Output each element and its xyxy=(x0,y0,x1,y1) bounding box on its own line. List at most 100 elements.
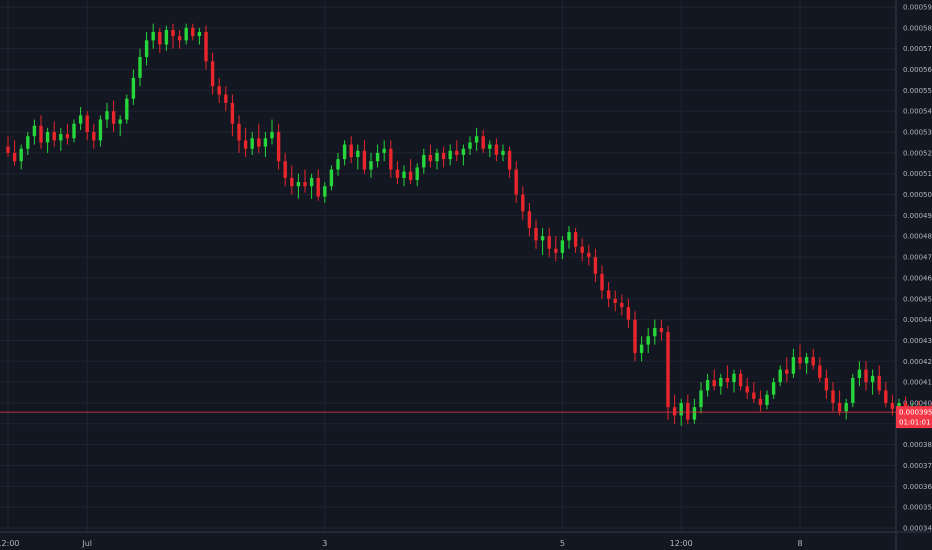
candle xyxy=(600,265,604,299)
candle-body xyxy=(870,375,875,383)
candle xyxy=(144,32,149,66)
candle xyxy=(26,132,30,155)
candle xyxy=(811,348,815,370)
y-tick-label: 0.0004900 xyxy=(903,212,932,220)
y-tick-label: 0.0005400 xyxy=(903,108,932,116)
candle-body xyxy=(415,167,419,180)
candle-body xyxy=(626,307,631,320)
candle-body xyxy=(85,115,89,133)
candle-body xyxy=(455,150,459,155)
candle-body xyxy=(620,302,624,308)
candle-body xyxy=(243,140,248,149)
candle xyxy=(534,219,538,249)
candle xyxy=(118,115,122,137)
y-tick-label: 0.0005300 xyxy=(903,129,932,137)
candle xyxy=(342,140,347,166)
candle xyxy=(870,369,875,395)
candle-body xyxy=(263,138,268,147)
candle-body xyxy=(105,111,109,120)
candle-body xyxy=(679,402,683,416)
candle-body xyxy=(666,332,670,408)
candle-body xyxy=(521,194,525,212)
candle xyxy=(521,186,525,220)
candle xyxy=(785,357,789,383)
candle xyxy=(422,148,426,174)
candles xyxy=(6,23,932,426)
candle-body xyxy=(738,373,743,387)
candle xyxy=(884,382,888,408)
candle-body xyxy=(138,57,142,78)
y-tick-label: 0.0005600 xyxy=(903,66,932,74)
y-tick-label: 0.0003700 xyxy=(903,462,932,470)
candle-body xyxy=(217,86,221,95)
candle-body xyxy=(158,32,162,45)
candle xyxy=(415,163,419,187)
candle-body xyxy=(448,150,452,160)
candle-body xyxy=(428,154,433,162)
candle-body xyxy=(164,29,169,45)
candle-body xyxy=(758,398,763,406)
candle xyxy=(877,365,881,395)
candle xyxy=(844,398,848,420)
candle xyxy=(323,182,327,203)
candle xyxy=(217,77,221,103)
candle xyxy=(309,173,314,199)
y-tick-label: 0.0004600 xyxy=(903,274,932,282)
candle-body xyxy=(19,148,23,162)
candle-body xyxy=(204,32,208,62)
candle xyxy=(593,248,598,283)
y-tick-label: 0.0005100 xyxy=(903,170,932,178)
candle xyxy=(659,319,664,341)
candle xyxy=(52,121,56,147)
candle-body xyxy=(567,232,571,241)
candle-body xyxy=(316,177,320,197)
candle-body xyxy=(6,146,10,153)
candle xyxy=(587,244,591,266)
candle xyxy=(395,161,400,185)
candle xyxy=(719,373,723,395)
candle xyxy=(32,119,37,145)
candle-body xyxy=(356,150,360,158)
candle-body xyxy=(65,134,70,139)
y-tick-label: 0.0004800 xyxy=(903,233,932,241)
candle-body xyxy=(270,132,274,139)
y-tick-label: 0.0004700 xyxy=(903,254,932,262)
candle xyxy=(738,369,743,391)
candle xyxy=(210,52,215,95)
candle-body xyxy=(336,159,340,170)
candle xyxy=(818,357,822,383)
candle xyxy=(488,140,492,158)
candle-body xyxy=(369,161,373,170)
candle xyxy=(105,102,109,128)
candle xyxy=(164,25,169,51)
candle-body xyxy=(633,319,637,353)
candle xyxy=(705,373,710,397)
y-tick-label: 0.0005800 xyxy=(903,24,932,32)
candle-body xyxy=(296,182,301,187)
candle-body xyxy=(527,211,532,228)
y-axis[interactable]: 0.0003400 0.0003500 0.0003600 0.0003700 0.00… xyxy=(895,0,932,550)
candle-body xyxy=(600,273,604,291)
candle xyxy=(666,325,670,420)
candle-body xyxy=(580,246,584,253)
candle-body xyxy=(98,119,103,141)
candle xyxy=(428,144,433,168)
x-tick-label: 8 xyxy=(797,539,802,548)
candle xyxy=(804,352,809,374)
candle-body xyxy=(613,298,617,303)
y-tick-label: 0.0003400 xyxy=(903,525,932,533)
candle-body xyxy=(798,357,802,364)
candle xyxy=(547,227,551,258)
candle-body xyxy=(78,115,83,124)
candle-body xyxy=(659,327,664,333)
candle-body xyxy=(791,357,796,374)
candle-body xyxy=(276,132,281,162)
candle xyxy=(263,132,268,158)
candle xyxy=(283,152,287,187)
candle-body xyxy=(837,402,842,412)
candle-body xyxy=(672,407,677,416)
candle xyxy=(494,138,499,162)
candle xyxy=(204,25,208,70)
